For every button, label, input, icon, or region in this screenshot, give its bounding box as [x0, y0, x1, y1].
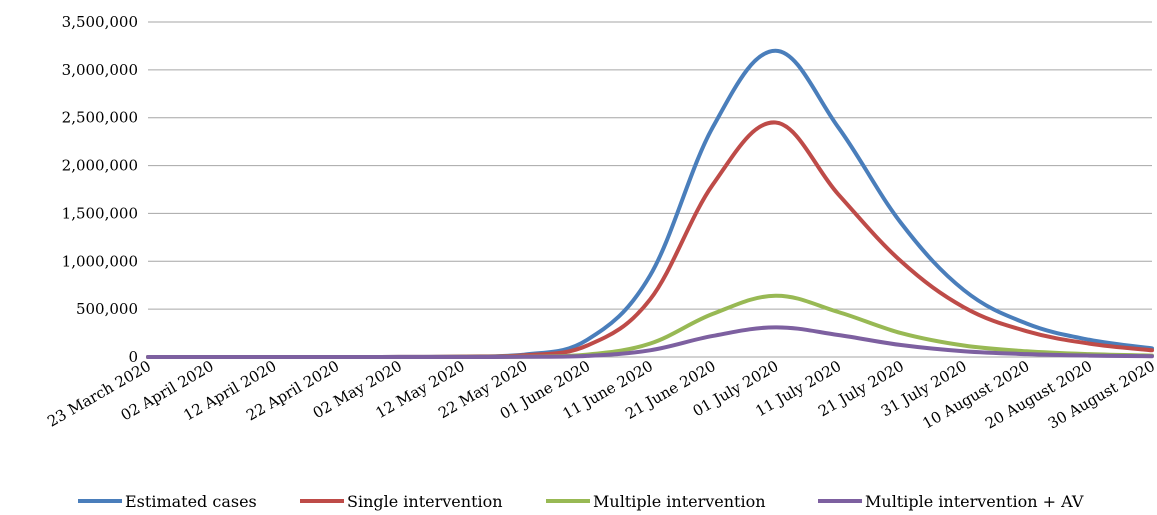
- legend-label: Multiple intervention: [593, 492, 766, 511]
- y-tick-label: 0: [128, 348, 138, 366]
- x-tick-label: 20 August 2020: [982, 357, 1095, 433]
- legend-label: Single intervention: [347, 492, 503, 511]
- x-tick-label: 10 August 2020: [919, 357, 1032, 433]
- y-tick-label: 2,500,000: [62, 109, 138, 127]
- y-tick-label: 1,500,000: [62, 204, 138, 222]
- legend: Estimated cases Single intervention Multip…: [78, 492, 1084, 511]
- x-tick-label: 30 August 2020: [1045, 357, 1157, 433]
- series-line-3: [146, 325, 1154, 359]
- y-tick-label: 3,000,000: [62, 61, 138, 79]
- series-line-2: [146, 293, 1154, 359]
- y-axis-ticks: 0 500,000 1,000,000 1,500,000 2,000,000 2,500…: [62, 13, 138, 366]
- series-line-0: [146, 48, 1154, 359]
- gridlines: [148, 21, 1152, 310]
- x-tick-label: 23 March 2020: [44, 357, 154, 431]
- legend-label: Multiple intervention + AV: [865, 492, 1084, 511]
- series-line-1: [146, 120, 1154, 359]
- y-tick-label: 500,000: [76, 300, 138, 318]
- legend-label: Estimated cases: [125, 492, 257, 511]
- y-tick-label: 3,500,000: [62, 13, 138, 31]
- y-tick-label: 1,000,000: [62, 252, 138, 270]
- series-lines: [146, 48, 1154, 359]
- y-tick-label: 2,000,000: [62, 157, 138, 175]
